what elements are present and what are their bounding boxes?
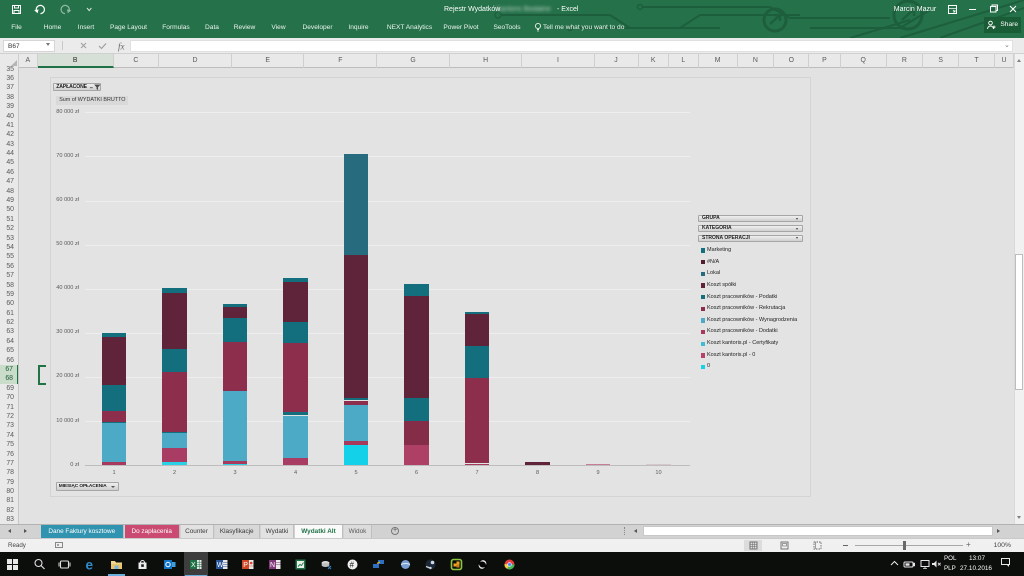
svg-text:X: X	[191, 562, 196, 569]
svg-text:#: #	[349, 560, 354, 569]
svg-text:W: W	[217, 562, 224, 569]
svg-text:fx: fx	[118, 42, 125, 52]
svg-text:P: P	[243, 562, 248, 569]
svg-text:e: e	[86, 558, 94, 571]
svg-text:N: N	[270, 562, 275, 569]
